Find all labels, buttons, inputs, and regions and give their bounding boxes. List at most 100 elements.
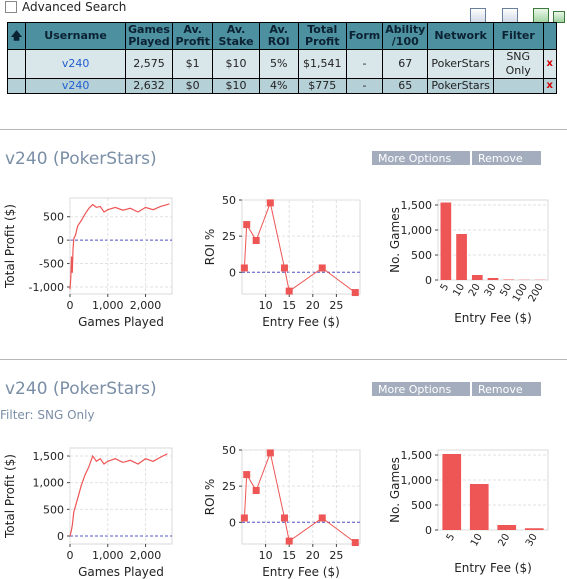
advanced-search-checkbox[interactable] xyxy=(5,1,17,13)
y-tick-label: 0 xyxy=(57,234,64,247)
y-tick-label: 1,000 xyxy=(401,474,433,487)
remove-row-icon[interactable]: x xyxy=(542,78,558,94)
more-options-button[interactable]: More Options xyxy=(371,381,471,397)
games-cell: 2,575 xyxy=(125,49,173,79)
x-tick-label: 30 xyxy=(524,532,540,549)
data-point xyxy=(285,287,293,295)
plot-area xyxy=(69,447,173,545)
y-axis-label: Total Profit ($) xyxy=(3,454,17,539)
x-tick-label: 25 xyxy=(329,299,343,312)
y-tick-label: 1,000 xyxy=(33,477,65,490)
x-axis-label: Entry Fee ($) xyxy=(454,561,532,575)
x-tick-label: 30 xyxy=(483,282,499,299)
series-line xyxy=(69,203,170,290)
x-tick-label: 5 xyxy=(439,282,452,293)
remove-button[interactable]: Remove xyxy=(471,150,542,166)
y-tick-label: 0 xyxy=(57,530,64,543)
plot-area xyxy=(241,199,361,295)
section-title: v240 (PokerStars) xyxy=(5,149,157,169)
data-point xyxy=(318,514,326,522)
section-divider xyxy=(0,129,567,130)
y-tick-label: 50 xyxy=(222,194,236,207)
ability-cell: 67 xyxy=(382,49,429,79)
header-username[interactable]: Username xyxy=(25,22,126,50)
row-select-cell[interactable] xyxy=(6,49,27,79)
data-point xyxy=(252,236,260,244)
form-cell: - xyxy=(345,49,384,79)
roi-chart: 0 25 50 ROI % 10 15 20 25 Entry Fee ($) xyxy=(203,444,361,579)
data-point xyxy=(252,486,260,494)
network-cell: PokerStars xyxy=(427,78,494,94)
header-filter[interactable]: Filter xyxy=(492,22,544,50)
y-tick-label: 0 xyxy=(229,266,236,279)
sort-arrow-icon[interactable]: 🡅 xyxy=(6,22,27,50)
av-roi-cell: 5% xyxy=(258,49,299,79)
x-tick-label: 20 xyxy=(467,282,483,299)
x-tick-label: 1,000 xyxy=(92,549,124,562)
x-tick-label: 20 xyxy=(496,532,512,549)
y-axis-label: ROI % xyxy=(203,229,217,266)
x-tick-label: 5 xyxy=(445,532,458,543)
header-network[interactable]: Network xyxy=(427,22,494,50)
roi-chart: 0 25 50 ROI % 10 15 20 25 Entry Fee ($) xyxy=(203,194,361,329)
row-select-cell[interactable] xyxy=(6,78,27,94)
data-point xyxy=(243,471,251,479)
username-cell[interactable]: v240 xyxy=(25,49,126,79)
bar xyxy=(456,234,467,280)
x-axis-label: Games Played xyxy=(78,565,164,579)
y-tick-label: 1,500 xyxy=(401,449,433,462)
section-title: v240 (PokerStars) xyxy=(5,379,157,399)
data-point xyxy=(240,514,248,522)
y-tick-label: 500 xyxy=(411,499,432,512)
advanced-search-toggle[interactable]: Advanced Search xyxy=(5,0,126,14)
total-profit-cell: $775 xyxy=(297,78,347,94)
y-tick-label: 0 xyxy=(425,524,432,537)
username-cell[interactable]: v240 xyxy=(25,78,126,94)
export-icon[interactable] xyxy=(553,11,565,23)
remove-button[interactable]: Remove xyxy=(471,381,542,397)
data-point xyxy=(266,449,274,457)
section-filter-text: Filter: SNG Only xyxy=(0,408,95,422)
plot-area xyxy=(437,199,549,281)
header-ability[interactable]: Ability /100 xyxy=(382,22,429,50)
bar xyxy=(471,275,483,280)
section-divider xyxy=(0,359,567,360)
header-av-stake[interactable]: Av. Stake xyxy=(212,22,260,50)
form-cell: - xyxy=(345,78,384,94)
av-stake-cell: $10 xyxy=(212,49,260,79)
y-tick-label: -1,000 xyxy=(29,281,64,294)
bar xyxy=(497,525,517,530)
header-spacer xyxy=(542,22,558,50)
x-tick-label: 10 xyxy=(259,299,273,312)
x-tick-label: 10 xyxy=(451,282,467,299)
av-profit-cell: $0 xyxy=(171,78,214,94)
x-tick-label: 20 xyxy=(306,299,320,312)
y-tick-label: 25 xyxy=(222,480,236,493)
y-axis-label: No. Games xyxy=(388,207,402,273)
header-form[interactable]: Form xyxy=(345,22,384,50)
av-profit-cell: $1 xyxy=(171,49,214,79)
header-av-roi[interactable]: Av. ROI xyxy=(258,22,299,50)
x-tick-label: 2,000 xyxy=(130,299,162,312)
header-total-profit[interactable]: Total Profit xyxy=(297,22,347,50)
x-tick-label: 25 xyxy=(329,549,343,562)
data-point xyxy=(280,514,288,522)
games-cell: 2,632 xyxy=(125,78,173,94)
y-tick-label: 1,000 xyxy=(401,224,433,237)
y-axis-label: ROI % xyxy=(203,479,217,516)
y-tick-label: 500 xyxy=(43,503,64,516)
x-tick-label: 200 xyxy=(527,282,546,304)
header-av-profit[interactable]: Av. Profit xyxy=(171,22,214,50)
bar xyxy=(440,202,452,280)
data-point xyxy=(280,264,288,272)
remove-row-icon[interactable]: x xyxy=(542,49,558,79)
table-row[interactable]: v240 2,575 $1 $10 5% $1,541 - 67 PokerSt… xyxy=(6,49,558,79)
data-point xyxy=(285,537,293,545)
x-tick-label: 15 xyxy=(282,299,296,312)
more-options-button[interactable]: More Options xyxy=(371,150,471,166)
plot-area xyxy=(69,197,173,295)
header-games-played[interactable]: Games Played xyxy=(125,22,173,50)
table-row[interactable]: v240 2,632 $0 $10 4% $775 - 65 PokerStar… xyxy=(6,78,558,94)
x-axis-label: Entry Fee ($) xyxy=(262,565,340,579)
